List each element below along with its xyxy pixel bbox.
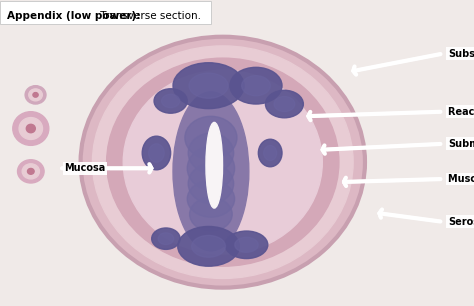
Ellipse shape (162, 94, 180, 108)
Ellipse shape (154, 89, 187, 113)
Ellipse shape (265, 90, 303, 118)
Ellipse shape (18, 160, 44, 183)
Ellipse shape (13, 112, 49, 145)
Ellipse shape (81, 37, 365, 288)
Ellipse shape (92, 46, 353, 278)
Ellipse shape (27, 124, 35, 133)
FancyBboxPatch shape (0, 1, 211, 24)
Ellipse shape (242, 76, 270, 96)
Ellipse shape (206, 122, 223, 208)
Text: Reactive lymphoid follicle: Reactive lymphoid follicle (448, 107, 474, 117)
Ellipse shape (152, 228, 180, 249)
Text: Muscularis propria: Muscularis propria (448, 174, 474, 184)
Ellipse shape (264, 145, 277, 161)
Ellipse shape (27, 168, 34, 174)
Ellipse shape (207, 135, 221, 171)
Ellipse shape (230, 67, 282, 104)
Text: Submucosa: Submucosa (448, 139, 474, 149)
Ellipse shape (235, 237, 258, 252)
Text: Mucosa: Mucosa (64, 163, 105, 173)
Ellipse shape (107, 58, 339, 266)
Ellipse shape (22, 164, 39, 179)
Ellipse shape (173, 63, 244, 109)
Ellipse shape (173, 92, 249, 251)
Ellipse shape (187, 181, 235, 217)
Ellipse shape (29, 89, 42, 101)
Ellipse shape (19, 118, 43, 140)
Ellipse shape (191, 235, 226, 257)
Ellipse shape (258, 139, 282, 167)
Ellipse shape (178, 226, 239, 266)
Ellipse shape (185, 116, 237, 159)
Ellipse shape (190, 197, 232, 231)
Text: Transverse section.: Transverse section. (97, 11, 201, 21)
Ellipse shape (187, 147, 235, 190)
Ellipse shape (123, 70, 322, 254)
Text: Serosa: Serosa (448, 217, 474, 227)
Ellipse shape (158, 233, 173, 244)
Text: Appendix (low power):: Appendix (low power): (7, 11, 140, 21)
Ellipse shape (149, 144, 164, 162)
Ellipse shape (189, 73, 228, 98)
Ellipse shape (188, 133, 234, 173)
Ellipse shape (225, 231, 268, 259)
Ellipse shape (188, 164, 234, 203)
Ellipse shape (142, 136, 171, 170)
Ellipse shape (274, 96, 295, 112)
Ellipse shape (25, 86, 46, 104)
Ellipse shape (33, 93, 38, 97)
Text: Subserosa: Subserosa (448, 49, 474, 58)
